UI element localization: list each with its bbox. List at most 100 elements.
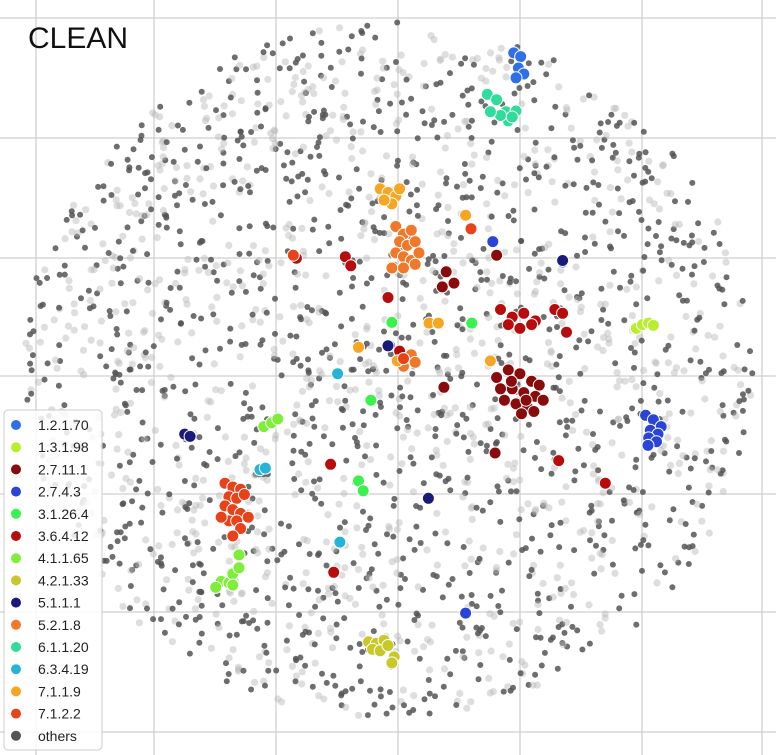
others-point xyxy=(531,146,539,154)
others-point xyxy=(249,524,255,531)
others-point xyxy=(156,362,164,371)
others-point xyxy=(633,509,640,516)
others-point xyxy=(285,220,293,229)
others-point xyxy=(437,168,445,176)
others-point xyxy=(610,419,617,426)
others-point xyxy=(386,689,393,695)
others-point xyxy=(260,53,268,62)
others-point xyxy=(174,202,180,209)
others-point xyxy=(178,320,184,327)
others-point xyxy=(407,454,414,461)
others-point xyxy=(359,649,366,655)
others-point xyxy=(438,228,446,236)
others-point xyxy=(388,558,396,566)
others-point xyxy=(447,487,454,494)
others-point xyxy=(458,60,465,67)
others-point xyxy=(298,668,306,676)
others-point xyxy=(581,397,588,404)
others-point xyxy=(108,346,115,353)
others-point xyxy=(138,132,145,139)
others-point xyxy=(105,250,112,256)
others-point xyxy=(393,569,401,577)
others-point xyxy=(307,609,315,617)
others-point xyxy=(296,612,303,618)
others-point xyxy=(487,426,494,432)
others-point xyxy=(456,619,463,626)
series-point xyxy=(393,182,407,196)
others-point xyxy=(437,55,445,63)
others-point xyxy=(374,96,381,103)
others-point xyxy=(257,341,264,348)
others-point xyxy=(298,387,307,395)
legend-marker xyxy=(11,575,21,586)
others-point xyxy=(670,369,679,377)
others-point xyxy=(658,243,665,250)
others-point xyxy=(385,522,393,531)
others-point xyxy=(359,147,367,155)
others-point xyxy=(557,586,564,592)
others-point xyxy=(212,386,220,394)
others-point xyxy=(353,439,360,446)
others-point xyxy=(257,285,264,292)
others-point xyxy=(70,326,78,334)
others-point xyxy=(488,279,496,287)
others-point xyxy=(316,134,323,141)
others-point xyxy=(253,167,260,174)
others-point xyxy=(250,272,257,279)
others-point xyxy=(490,612,498,620)
others-point xyxy=(189,528,197,536)
others-point xyxy=(354,711,363,720)
others-point xyxy=(287,574,294,581)
others-point xyxy=(110,375,117,382)
others-point xyxy=(80,323,89,331)
series-point xyxy=(490,248,504,262)
others-point xyxy=(323,562,330,569)
others-point xyxy=(151,426,159,434)
others-point xyxy=(96,339,104,347)
others-point xyxy=(692,345,700,353)
others-point xyxy=(635,154,642,161)
others-point xyxy=(384,531,390,538)
others-point xyxy=(503,474,511,482)
others-point xyxy=(658,257,665,264)
others-point xyxy=(220,149,227,156)
others-point xyxy=(301,88,309,96)
others-point xyxy=(617,195,625,203)
others-point xyxy=(242,466,250,474)
others-point xyxy=(154,161,162,170)
others-point xyxy=(462,490,469,497)
others-point xyxy=(171,178,178,185)
others-point xyxy=(477,74,485,82)
others-point xyxy=(117,255,124,262)
others-point xyxy=(174,455,180,462)
others-point xyxy=(394,425,401,432)
others-point xyxy=(227,380,234,387)
series-point xyxy=(397,261,410,275)
others-point xyxy=(557,280,565,288)
others-point xyxy=(149,459,156,465)
others-point xyxy=(395,519,403,527)
others-point xyxy=(663,189,671,197)
others-point xyxy=(261,642,268,649)
others-point xyxy=(644,241,651,248)
others-point xyxy=(670,153,677,160)
others-point xyxy=(117,529,124,536)
others-point xyxy=(345,188,353,196)
others-point xyxy=(443,437,451,446)
others-point xyxy=(674,436,682,444)
others-point xyxy=(61,271,68,278)
others-point xyxy=(614,185,621,192)
others-point xyxy=(564,643,571,650)
others-point xyxy=(394,632,402,640)
others-point xyxy=(484,420,492,428)
others-point xyxy=(375,387,383,395)
others-point xyxy=(562,517,570,525)
others-point xyxy=(459,194,466,201)
others-point xyxy=(127,583,134,589)
others-point xyxy=(468,194,475,201)
others-point xyxy=(172,567,179,574)
others-point xyxy=(119,484,127,493)
others-point xyxy=(466,455,474,463)
others-point xyxy=(353,502,361,510)
others-point xyxy=(631,339,639,348)
